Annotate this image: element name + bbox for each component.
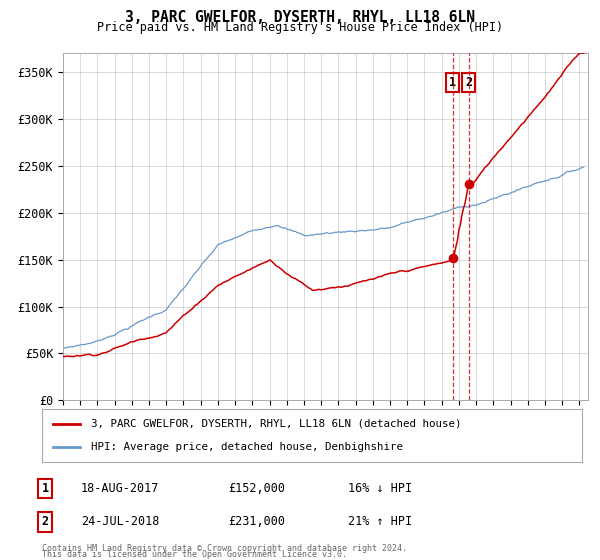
Text: £152,000: £152,000 (228, 482, 285, 495)
Text: 1: 1 (449, 76, 456, 89)
Text: 16% ↓ HPI: 16% ↓ HPI (348, 482, 412, 495)
Text: 18-AUG-2017: 18-AUG-2017 (81, 482, 160, 495)
Text: 24-JUL-2018: 24-JUL-2018 (81, 515, 160, 529)
Text: 2: 2 (465, 76, 472, 89)
Text: 1: 1 (41, 482, 49, 495)
Text: 2: 2 (41, 515, 49, 529)
Text: £231,000: £231,000 (228, 515, 285, 529)
Text: 21% ↑ HPI: 21% ↑ HPI (348, 515, 412, 529)
Text: 3, PARC GWELFOR, DYSERTH, RHYL, LL18 6LN: 3, PARC GWELFOR, DYSERTH, RHYL, LL18 6LN (125, 10, 475, 25)
Text: Contains HM Land Registry data © Crown copyright and database right 2024.: Contains HM Land Registry data © Crown c… (42, 544, 407, 553)
Text: 3, PARC GWELFOR, DYSERTH, RHYL, LL18 6LN (detached house): 3, PARC GWELFOR, DYSERTH, RHYL, LL18 6LN… (91, 419, 461, 429)
Text: Price paid vs. HM Land Registry's House Price Index (HPI): Price paid vs. HM Land Registry's House … (97, 21, 503, 34)
Text: This data is licensed under the Open Government Licence v3.0.: This data is licensed under the Open Gov… (42, 550, 347, 559)
Text: HPI: Average price, detached house, Denbighshire: HPI: Average price, detached house, Denb… (91, 442, 403, 452)
